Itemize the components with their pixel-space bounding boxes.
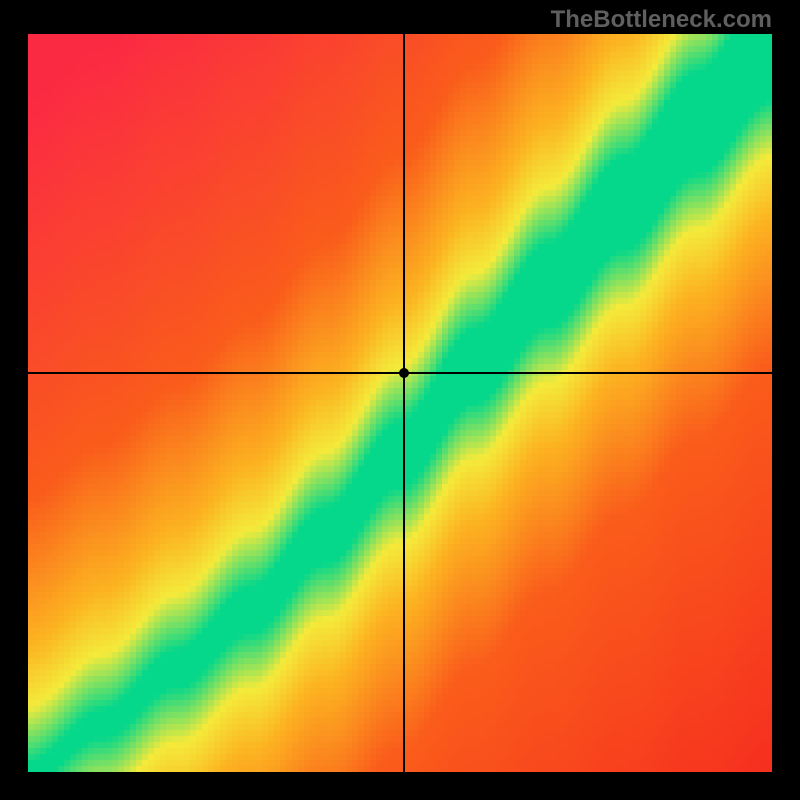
- chart-container: { "watermark": { "text": "TheBottleneck.…: [0, 0, 800, 800]
- watermark-text: TheBottleneck.com: [551, 6, 772, 34]
- crosshair-vertical: [403, 34, 405, 772]
- bottleneck-heatmap: [28, 34, 772, 772]
